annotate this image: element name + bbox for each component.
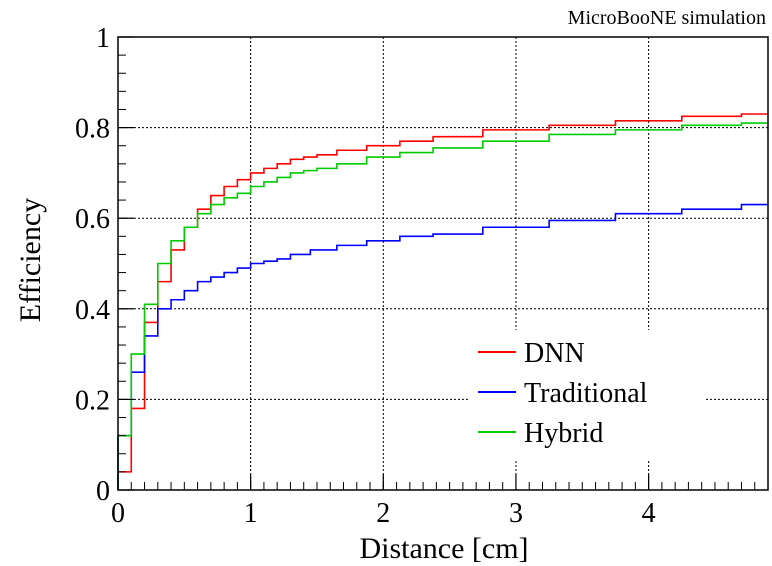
axes-frame [117,36,769,491]
plot-frame [117,36,769,491]
y-axis-title: Efficiency [14,198,47,322]
x-tick-label: 1 [244,498,258,529]
x-axis-title: Distance [cm] [359,532,528,565]
y-tick-label: 0.8 [75,114,110,145]
tick-labels: 0 1 2 3 4 0 0.2 0.4 0.6 0.8 1 [75,23,656,529]
chart-title: MicroBooNE simulation [568,7,766,29]
x-tick-label: 4 [642,498,656,529]
legend: DNN Traditional Hybrid [468,330,704,460]
legend-label-hybrid: Hybrid [524,418,603,449]
series-line-traditional [117,203,768,490]
series-line-dnn [117,113,768,490]
y-tick-label: 1 [96,23,110,54]
y-tick-label: 0 [96,476,110,507]
x-tick-label: 3 [509,498,523,529]
x-tick-label: 2 [376,498,390,529]
legend-label-traditional: Traditional [524,378,648,409]
series-lines [117,113,768,490]
y-tick-label: 0.4 [75,295,110,326]
legend-label-dnn: DNN [524,338,585,369]
x-tick-label: 0 [111,498,125,529]
series-line-hybrid [117,122,768,490]
y-tick-label: 0.2 [75,385,110,416]
y-tick-label: 0.6 [75,204,110,235]
